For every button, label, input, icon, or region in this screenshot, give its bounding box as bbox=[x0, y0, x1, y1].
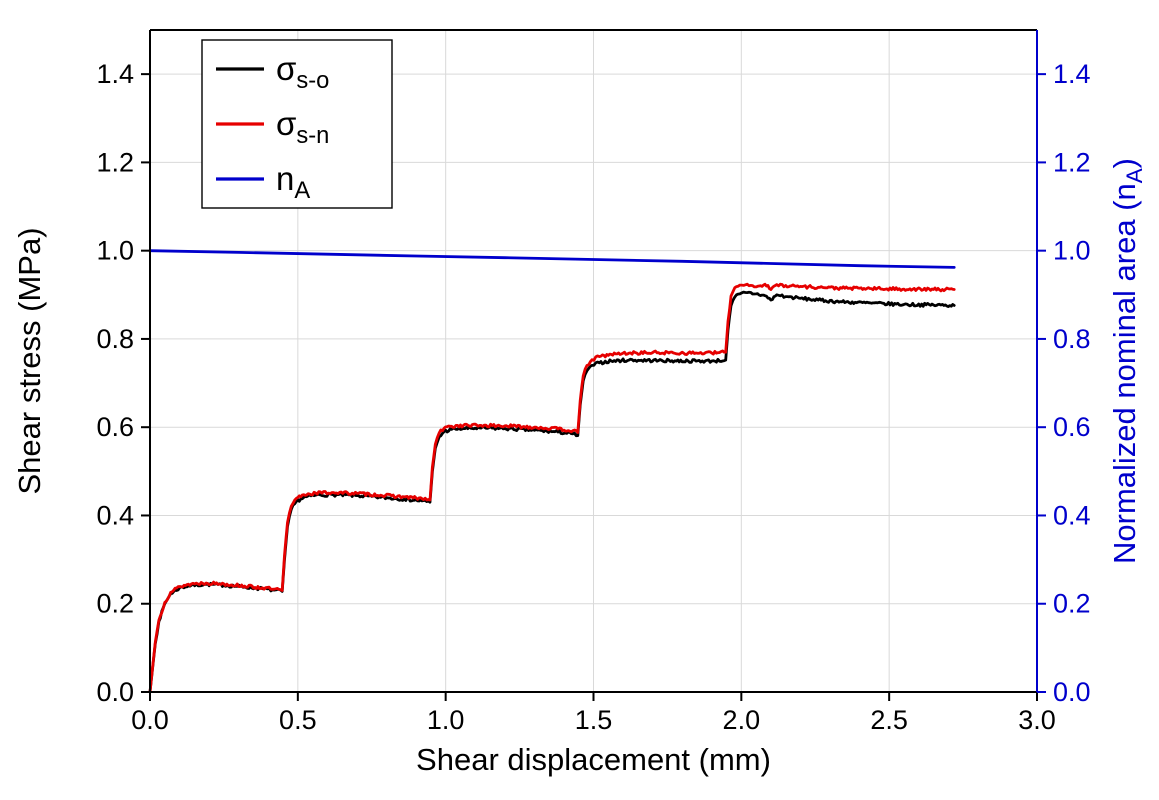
x-axis-label: Shear displacement (mm) bbox=[416, 742, 771, 777]
y-tick-label-right: 0.0 bbox=[1053, 677, 1091, 707]
legend-label-sigma-s-o: σs-o bbox=[276, 50, 329, 94]
y-tick-label-right: 1.4 bbox=[1053, 59, 1091, 89]
y-tick-label-left: 1.2 bbox=[96, 147, 134, 177]
legend-label-n-A: nA bbox=[276, 160, 310, 204]
y-tick-label-right: 0.4 bbox=[1053, 500, 1091, 530]
x-tick-label: 2.0 bbox=[723, 705, 761, 735]
y-axis-left-label: Shear stress (MPa) bbox=[12, 227, 47, 494]
series-n-A-line bbox=[148, 249, 956, 269]
y-tick-label-left: 0.6 bbox=[96, 412, 134, 442]
y-tick-label-right: 0.8 bbox=[1053, 324, 1091, 354]
x-tick-label: 1.0 bbox=[427, 705, 465, 735]
x-tick-label: 0.0 bbox=[131, 705, 169, 735]
x-tick-label: 1.5 bbox=[575, 705, 613, 735]
y-tick-label-right: 0.2 bbox=[1053, 589, 1091, 619]
legend: σs-o σs-n nA bbox=[201, 39, 393, 209]
y-tick-label-left: 0.0 bbox=[96, 677, 134, 707]
y-tick-label-right: 1.0 bbox=[1053, 236, 1091, 266]
y-tick-label-left: 0.2 bbox=[96, 589, 134, 619]
x-tick-label: 0.5 bbox=[279, 705, 317, 735]
legend-label-sigma-s-n: σs-n bbox=[276, 105, 329, 149]
y-tick-label-left: 0.4 bbox=[96, 500, 134, 530]
axis-ticks: 0.0 0.5 1.0 1.5 2.0 2.5 3.00.0 0.00.2 0.20.4 0.40… bbox=[96, 59, 1090, 735]
x-tick-label: 3.0 bbox=[1018, 705, 1056, 735]
x-tick-label: 2.5 bbox=[870, 705, 908, 735]
y-axis-right-label: Normalized nominal area (nA) bbox=[1107, 158, 1147, 564]
y-tick-label-left: 1.4 bbox=[96, 59, 134, 89]
y-tick-label-right: 0.6 bbox=[1053, 412, 1091, 442]
y-tick-label-right: 1.2 bbox=[1053, 147, 1091, 177]
series-sigma-s-n-line bbox=[148, 282, 956, 694]
y-tick-label-left: 1.0 bbox=[96, 236, 134, 266]
y-tick-label-left: 0.8 bbox=[96, 324, 134, 354]
